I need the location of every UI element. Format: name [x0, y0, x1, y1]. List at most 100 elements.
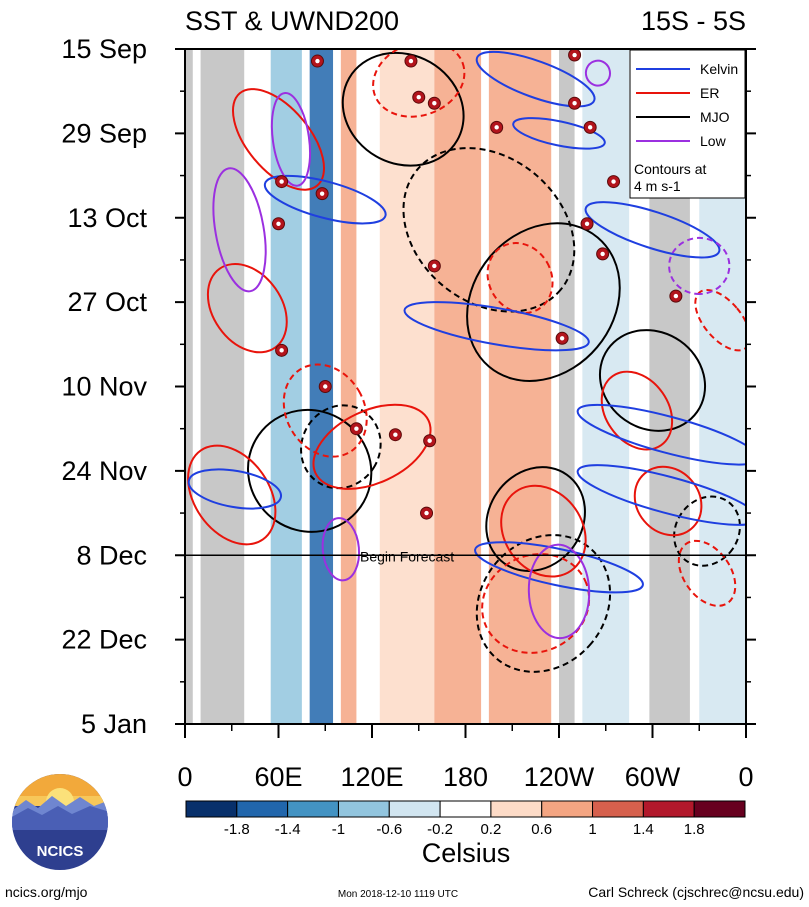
sst-band [434, 49, 482, 724]
kelvin-contour [263, 174, 387, 225]
colorbar-cell [388, 800, 441, 818]
mjo-contour [485, 466, 586, 572]
mjo-contour [673, 495, 741, 567]
er-contour [481, 553, 591, 654]
storm-marker-eye [323, 384, 328, 389]
storm-marker-eye [572, 101, 577, 106]
x-axis: 0 60E 120E 180 120W 60W 0 [177, 724, 754, 792]
legend: Kelvin ER MJO Low Contours at 4 m s-1 [629, 49, 746, 199]
kelvin-contour [584, 201, 721, 259]
y-tick-label: 15 Sep [61, 34, 147, 64]
wave-contours [187, 49, 746, 673]
mjo-contour [475, 534, 612, 673]
low-contour [270, 92, 312, 187]
storm-marker-eye [393, 432, 398, 437]
colorbar-tick-label: -1.8 [224, 821, 250, 838]
chart-title: SST & UWND200 [185, 6, 399, 36]
x-tick-label: 120E [340, 762, 403, 792]
kelvin-contour [403, 301, 590, 352]
storm-marker-eye [315, 58, 320, 64]
storm-marker-eye [494, 125, 499, 130]
low-contour [212, 167, 267, 293]
er-contour [677, 539, 737, 607]
storm-marker-eye [432, 263, 437, 269]
storm-marker-eye [424, 510, 429, 516]
colorbar-tick-label: 1.4 [633, 821, 654, 838]
colorbar-tick-label: -1.4 [275, 821, 301, 838]
logo-text: NCICS [37, 843, 84, 860]
storm-marker-eye [408, 58, 414, 64]
legend-note-line-2: 4 m s-1 [634, 178, 681, 194]
y-tick-label: 27 Oct [67, 287, 147, 317]
er-contour [486, 242, 554, 314]
colorbar-cell [490, 800, 543, 818]
storm-marker-eye [600, 251, 605, 257]
colorbar-tick-label: 1.8 [684, 821, 705, 838]
x-tick-label: 180 [443, 762, 488, 792]
colorbar-cell [337, 800, 390, 818]
colorbar-cell [439, 800, 492, 818]
mjo-contour [402, 147, 576, 313]
colorbar-cell [287, 800, 339, 818]
colorbar-label: Celsius [422, 838, 511, 868]
logo-landscape [12, 774, 108, 830]
er-contour [500, 484, 587, 578]
y-axis: 15 Sep 29 Sep 13 Oct 27 Oct 10 Nov 24 Nov 8 De… [61, 34, 756, 739]
storm-marker-eye [432, 101, 437, 106]
colorbar-tick-label: 0.2 [480, 821, 501, 838]
legend-label: Kelvin [700, 61, 738, 77]
sst-band [340, 49, 357, 724]
footer-credit: Carl Schreck (cjschrec@ncsu.edu) [588, 884, 804, 900]
kelvin-contour [576, 464, 746, 526]
y-tick-label: 29 Sep [61, 118, 147, 148]
low-contour [668, 236, 731, 296]
storm-marker-eye [427, 438, 432, 443]
mjo-contour [598, 329, 707, 432]
ncics-logo: NCICS [12, 774, 108, 870]
mjo-contour [300, 404, 382, 490]
mjo-contour [466, 222, 621, 382]
kelvin-contour [512, 117, 606, 150]
y-tick-label: 24 Nov [61, 456, 147, 486]
er-contour [372, 49, 466, 118]
kelvin-contour [475, 50, 596, 108]
region-label: 15S - 5S [641, 6, 746, 36]
storm-marker-eye [587, 125, 593, 130]
er-contour [600, 370, 674, 451]
land-strip [559, 49, 575, 724]
storm-marker-eye [319, 191, 325, 196]
x-tick-label: 60W [625, 762, 681, 792]
footer-timestamp: Mon 2018-12-10 1119 UTC [338, 889, 458, 900]
legend-note-line-1: Contours at [634, 161, 706, 177]
storm-marker-eye [354, 426, 359, 431]
kelvin-contour [576, 403, 746, 466]
footer-url: ncics.org/mjo [5, 884, 88, 900]
colorbar-cell [642, 800, 695, 818]
y-tick-label: 22 Dec [61, 625, 147, 655]
y-tick-label: 13 Oct [67, 203, 147, 233]
legend-box [629, 49, 746, 199]
y-tick-label: 10 Nov [61, 372, 147, 402]
legend-label: ER [700, 85, 719, 101]
kelvin-contour [474, 541, 644, 594]
x-tick-label: 120W [524, 762, 595, 792]
colorbar-cell [185, 800, 238, 818]
y-tick-label: 5 Jan [81, 709, 147, 739]
mjo-contour [341, 51, 465, 167]
er-contour [231, 88, 326, 191]
forecast-marker: Begin Forecast [185, 548, 746, 564]
storm-marker-eye [416, 95, 421, 100]
storm-markers [272, 49, 683, 520]
legend-label: MJO [700, 109, 730, 125]
sst-anomaly-field [270, 49, 746, 724]
er-contour [206, 263, 288, 354]
x-tick-label: 0 [177, 762, 192, 792]
colorbar: -1.8 -1.4 -1 -0.6 -0.2 0.2 0.6 1 1.4 1.8 [185, 800, 746, 838]
land-strip [185, 49, 193, 724]
colorbar-cell [541, 800, 594, 818]
colorbar-tick-label: 0.6 [531, 821, 552, 838]
legend-entries: Kelvin ER MJO Low [636, 61, 738, 149]
sst-band [582, 49, 630, 724]
storm-marker-eye [559, 336, 565, 341]
